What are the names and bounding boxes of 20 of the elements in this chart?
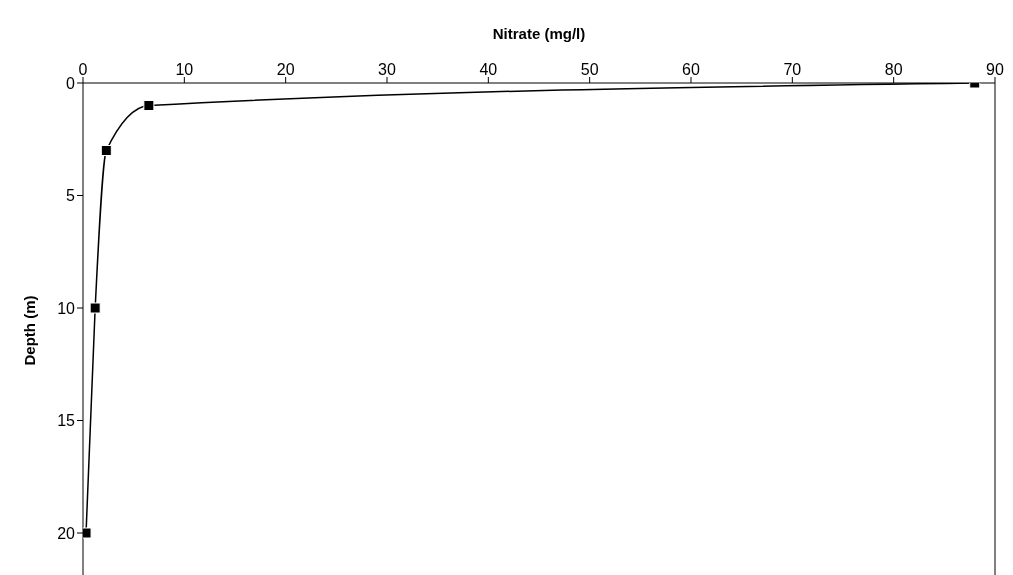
y-tick-label: 5 (66, 187, 76, 205)
point (100, 145, 112, 156)
y-tick-label: 0 (66, 74, 76, 92)
x-tick-label: 90 (986, 61, 1004, 78)
x-tick-label: 80 (884, 61, 903, 78)
x-tick-label: 50 (580, 61, 599, 78)
point (143, 100, 155, 111)
x-tick-label: 70 (783, 61, 802, 78)
x-tick-label: 20 (276, 61, 295, 78)
y-tick-label: 15 (57, 412, 76, 430)
x-axis-title: Nitrate (mg/l) (492, 24, 586, 42)
point (89, 302, 101, 314)
y-axis-title: Depth (m) (21, 295, 39, 366)
x-tick-label: 40 (479, 61, 498, 78)
x-tick-label: 10 (175, 61, 194, 78)
x-tick-label: 30 (378, 61, 396, 78)
y-tick-label: 20 (57, 524, 76, 542)
y-tick-label: 10 (57, 299, 76, 317)
x-tick-label: 60 (682, 61, 700, 78)
x-tick-label: 0 (78, 61, 88, 78)
